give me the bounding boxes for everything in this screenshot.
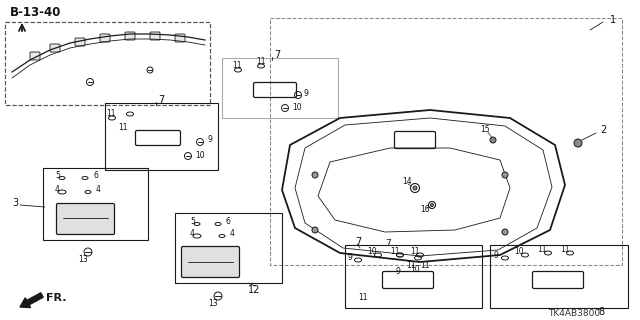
Text: 13: 13 xyxy=(208,300,218,308)
Text: 10: 10 xyxy=(195,151,205,161)
Text: 11: 11 xyxy=(410,247,419,257)
Text: 7: 7 xyxy=(355,237,361,247)
Text: 16: 16 xyxy=(420,205,429,214)
Text: 11: 11 xyxy=(358,293,367,302)
Text: 11: 11 xyxy=(256,58,266,67)
Circle shape xyxy=(502,172,508,178)
FancyBboxPatch shape xyxy=(182,246,239,277)
Text: 10: 10 xyxy=(514,247,524,257)
Text: 4: 4 xyxy=(55,186,60,195)
Text: 15: 15 xyxy=(480,125,490,134)
Text: 7: 7 xyxy=(385,238,391,247)
Text: 9: 9 xyxy=(395,268,400,276)
Text: 4: 4 xyxy=(230,229,235,238)
Text: 12: 12 xyxy=(248,285,260,295)
Circle shape xyxy=(413,186,417,190)
Text: 11: 11 xyxy=(232,61,241,70)
Circle shape xyxy=(312,172,318,178)
FancyBboxPatch shape xyxy=(125,32,135,40)
Text: 14: 14 xyxy=(402,178,412,187)
Text: 11: 11 xyxy=(420,260,429,269)
Text: B-13-40: B-13-40 xyxy=(10,5,61,19)
Text: 11: 11 xyxy=(118,123,127,132)
Text: 10: 10 xyxy=(367,247,376,257)
Text: 10: 10 xyxy=(410,266,420,275)
Text: TK4AB3800: TK4AB3800 xyxy=(548,309,600,318)
FancyArrow shape xyxy=(20,293,43,308)
Text: 3: 3 xyxy=(12,198,18,208)
Circle shape xyxy=(502,229,508,235)
Text: 11: 11 xyxy=(106,109,115,118)
Text: 4: 4 xyxy=(96,186,101,195)
Text: 5: 5 xyxy=(190,217,195,226)
Text: 9: 9 xyxy=(347,252,352,261)
Text: 9: 9 xyxy=(494,251,499,260)
Text: 6: 6 xyxy=(226,217,231,226)
Text: FR.: FR. xyxy=(46,293,67,303)
Text: 2: 2 xyxy=(600,125,606,135)
Text: 13: 13 xyxy=(78,255,88,265)
FancyBboxPatch shape xyxy=(75,38,85,46)
Text: 10: 10 xyxy=(292,103,301,113)
FancyBboxPatch shape xyxy=(175,34,185,42)
Text: 11: 11 xyxy=(406,260,415,269)
Text: 5: 5 xyxy=(55,171,60,180)
Text: 8: 8 xyxy=(598,307,604,317)
FancyBboxPatch shape xyxy=(56,204,115,235)
Text: 1: 1 xyxy=(610,15,616,25)
Circle shape xyxy=(574,139,582,147)
Text: 11: 11 xyxy=(537,245,547,254)
FancyBboxPatch shape xyxy=(150,32,160,40)
Text: 11: 11 xyxy=(560,245,570,254)
Circle shape xyxy=(312,227,318,233)
Text: 11: 11 xyxy=(390,247,399,257)
FancyBboxPatch shape xyxy=(50,44,60,52)
Text: 6: 6 xyxy=(93,171,98,180)
Text: 4: 4 xyxy=(190,229,195,238)
Text: 7: 7 xyxy=(158,95,164,105)
Text: 7: 7 xyxy=(274,50,280,60)
Circle shape xyxy=(490,137,496,143)
FancyBboxPatch shape xyxy=(30,52,40,60)
Text: 9: 9 xyxy=(207,135,212,145)
Text: 9: 9 xyxy=(304,89,309,98)
FancyBboxPatch shape xyxy=(100,34,110,42)
Circle shape xyxy=(431,204,433,206)
